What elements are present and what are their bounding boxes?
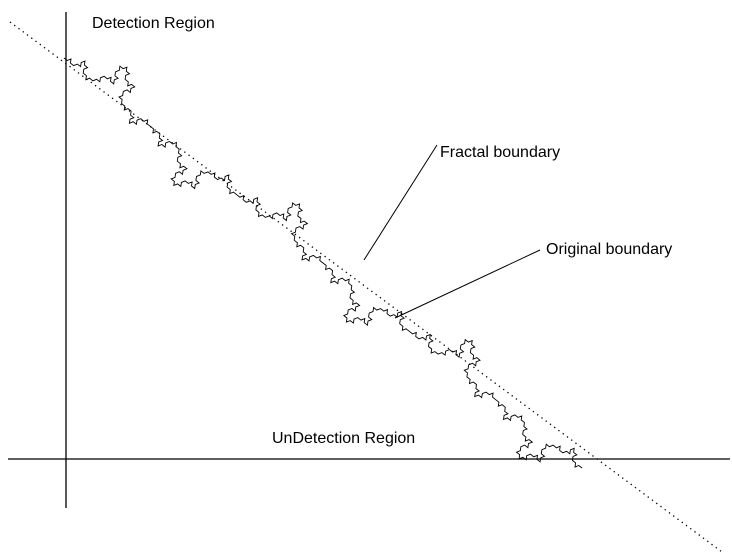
fractal-boundary-label: Fractal boundary xyxy=(440,144,560,161)
original-boundary-label: Original boundary xyxy=(546,241,672,258)
fractal-leader xyxy=(363,144,438,261)
original-leader xyxy=(394,249,541,319)
original-boundary-line xyxy=(9,21,723,553)
fractal-boundary xyxy=(63,57,583,469)
detection-region-label: Detection Region xyxy=(92,15,215,32)
undetection-region-label: UnDetection Region xyxy=(272,430,415,447)
